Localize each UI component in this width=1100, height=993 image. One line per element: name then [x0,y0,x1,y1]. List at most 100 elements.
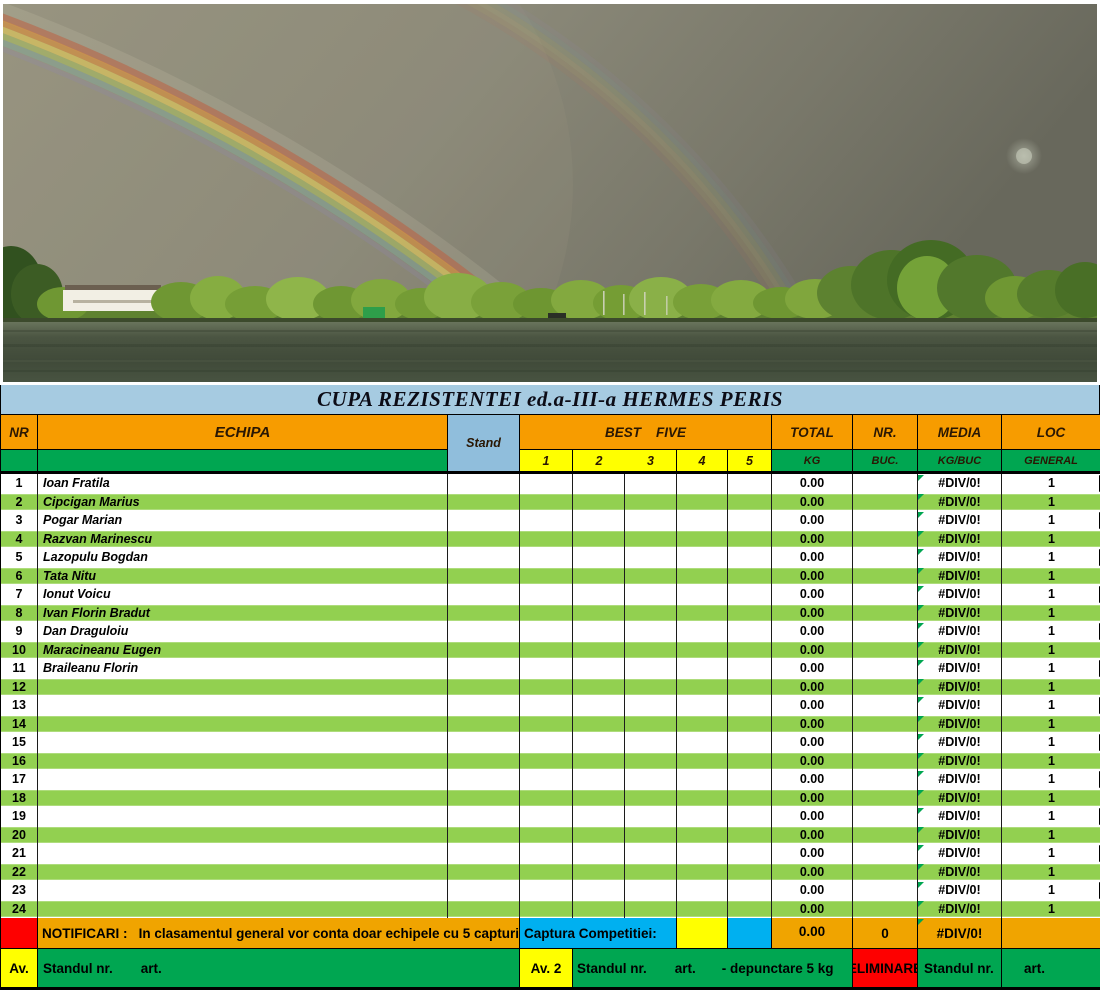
cell-total-kg[interactable]: 0.00 [772,640,853,659]
cell-best-1[interactable] [520,899,573,918]
cell-best-3[interactable] [625,696,677,715]
cell-best-4[interactable] [677,899,728,918]
cell-media[interactable]: #DIV/0! [918,807,1002,826]
cell-loc-general[interactable]: 1 [1002,770,1100,789]
cell-best-1[interactable] [520,862,573,881]
cell-best-5[interactable] [728,714,772,733]
title-bar[interactable]: CUPA REZISTENTEI ed.a-III-a HERMES PERIS [1,385,1099,415]
cell-best-2[interactable] [573,696,625,715]
cell-best-3[interactable] [625,770,677,789]
cell-best-4[interactable] [677,492,728,511]
cell-echipa-name[interactable]: Braileanu Florin [38,659,448,678]
cell-best-1[interactable] [520,881,573,900]
summary-loc-cell[interactable] [1002,918,1100,948]
cell-stand[interactable] [448,714,520,733]
cell-total-kg[interactable]: 0.00 [772,788,853,807]
cell-nr[interactable]: 9 [1,622,38,641]
cell-nr-buc[interactable] [853,640,918,659]
cell-loc-general[interactable]: 1 [1002,566,1100,585]
cell-total-kg[interactable]: 0.00 [772,548,853,567]
cell-nr-buc[interactable] [853,825,918,844]
cell-best-5[interactable] [728,696,772,715]
cell-stand[interactable] [448,566,520,585]
cell-best-4[interactable] [677,640,728,659]
subheader-general[interactable]: GENERAL [1002,450,1100,472]
cell-best-1[interactable] [520,529,573,548]
cell-best-2[interactable] [573,585,625,604]
col-header-best-five[interactable]: BEST FIVE [520,415,772,450]
cell-stand[interactable] [448,474,520,493]
cell-loc-general[interactable]: 1 [1002,751,1100,770]
cell-media[interactable]: #DIV/0! [918,566,1002,585]
cell-stand[interactable] [448,733,520,752]
cell-echipa-name[interactable]: Dan Draguloiu [38,622,448,641]
cell-echipa-name[interactable]: Ionut Voicu [38,585,448,604]
cell-nr-buc[interactable] [853,714,918,733]
cell-best-4[interactable] [677,844,728,863]
cell-echipa-name[interactable] [38,825,448,844]
col-header-loc[interactable]: LOC [1002,415,1100,450]
cell-nr[interactable]: 7 [1,585,38,604]
cell-echipa-name[interactable]: Pogar Marian [38,511,448,530]
cell-best-3[interactable] [625,659,677,678]
cell-nr-buc[interactable] [853,862,918,881]
cell-best-5[interactable] [728,677,772,696]
cell-loc-general[interactable]: 1 [1002,899,1100,918]
subheader-blank-echipa[interactable] [38,450,448,472]
cell-nr-buc[interactable] [853,844,918,863]
subheader-best-4[interactable]: 4 [677,450,728,472]
cell-best-4[interactable] [677,603,728,622]
cell-stand[interactable] [448,788,520,807]
cell-best-3[interactable] [625,677,677,696]
cell-best-3[interactable] [625,881,677,900]
cell-best-5[interactable] [728,566,772,585]
cell-best-2[interactable] [573,640,625,659]
cell-media[interactable]: #DIV/0! [918,714,1002,733]
cell-best-3[interactable] [625,603,677,622]
cell-total-kg[interactable]: 0.00 [772,825,853,844]
cell-best-5[interactable] [728,659,772,678]
col-header-stand[interactable]: Stand [448,415,520,472]
cell-loc-general[interactable]: 1 [1002,844,1100,863]
cell-best-3[interactable] [625,825,677,844]
cell-best-4[interactable] [677,677,728,696]
cell-media[interactable]: #DIV/0! [918,659,1002,678]
cell-best-3[interactable] [625,751,677,770]
cell-loc-general[interactable]: 1 [1002,807,1100,826]
cell-best-1[interactable] [520,659,573,678]
cell-best-2[interactable] [573,659,625,678]
cell-best-2[interactable] [573,825,625,844]
cell-best-4[interactable] [677,825,728,844]
cell-nr-buc[interactable] [853,511,918,530]
cell-best-3[interactable] [625,807,677,826]
cell-best-4[interactable] [677,566,728,585]
footer-stand-mid-cell[interactable]: Standul nr. art. - depunctare 5 kg [573,949,853,987]
cell-total-kg[interactable]: 0.00 [772,881,853,900]
cell-echipa-name[interactable]: Cipcigan Marius [38,492,448,511]
cell-best-4[interactable] [677,862,728,881]
cell-nr[interactable]: 24 [1,899,38,918]
cell-stand[interactable] [448,492,520,511]
captura-cyan-cell[interactable] [728,918,772,948]
cell-best-3[interactable] [625,862,677,881]
cell-total-kg[interactable]: 0.00 [772,511,853,530]
cell-echipa-name[interactable] [38,862,448,881]
cell-nr-buc[interactable] [853,770,918,789]
subheader-best-5[interactable]: 5 [728,450,772,472]
cell-best-3[interactable] [625,548,677,567]
cell-nr[interactable]: 8 [1,603,38,622]
cell-loc-general[interactable]: 1 [1002,714,1100,733]
cell-nr[interactable]: 22 [1,862,38,881]
summary-buc-cell[interactable]: 0 [853,918,918,948]
captura-label-cell[interactable]: Captura Competitiei: [520,918,677,948]
cell-best-5[interactable] [728,751,772,770]
cell-echipa-name[interactable]: Ivan Florin Bradut [38,603,448,622]
cell-best-5[interactable] [728,640,772,659]
cell-total-kg[interactable]: 0.00 [772,862,853,881]
cell-stand[interactable] [448,881,520,900]
cell-stand[interactable] [448,825,520,844]
cell-best-2[interactable] [573,566,625,585]
cell-best-5[interactable] [728,511,772,530]
cell-best-2[interactable] [573,474,625,493]
cell-total-kg[interactable]: 0.00 [772,603,853,622]
